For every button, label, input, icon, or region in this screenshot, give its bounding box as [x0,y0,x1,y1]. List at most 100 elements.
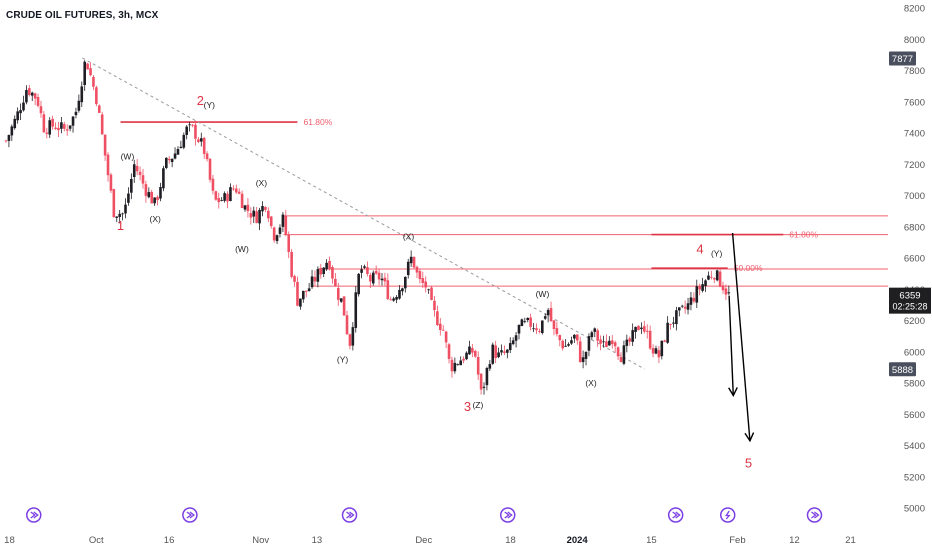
candle-body [33,93,37,99]
candle-body [74,111,78,116]
candle-body [261,206,264,212]
candle-body [450,359,454,372]
candle-body [622,345,626,364]
candle-body [258,209,261,224]
candle-body [331,266,334,279]
candle-body [121,213,124,215]
candle-body [602,341,605,343]
candle-body [374,270,378,274]
candle-body [371,272,375,284]
candle-body [485,368,489,386]
candle-body [698,286,701,290]
y-tick-label: 7400 [904,129,925,140]
wave-label-major: 1 [117,218,124,233]
wave-label-minor: (W) [536,289,550,299]
candle-body [433,300,436,311]
candle-body [255,211,258,223]
candle-body [147,192,151,198]
candle-body [97,105,101,113]
candle-body [608,340,611,346]
candle-body [194,124,197,139]
x-tick-label: Feb [729,535,745,546]
candle-body [316,269,320,282]
x-tick-label: 18 [505,535,516,546]
candle-body [360,269,363,273]
candle-body [156,196,159,201]
candle-body [60,122,63,129]
candle-body [619,356,623,363]
candle-body [208,158,212,180]
candle-body [695,286,699,303]
candle-body [581,357,585,363]
y-tick-label: 7600 [904,97,925,108]
arrow-glyph [672,511,678,519]
y-tick-label: 6200 [904,316,925,327]
candle-body [62,124,66,129]
candle-body [36,97,40,106]
candle-body [4,140,8,142]
candle-body [549,308,553,322]
candle-body [409,256,413,264]
candle-body [325,262,328,270]
candle-body [543,316,547,319]
candle-body [267,210,270,219]
candle-body [500,350,503,353]
candle-body [348,334,352,346]
candle-body [165,157,168,169]
bolt-glyph [725,510,731,520]
candle-body [366,267,369,274]
x-tick-label: 18 [4,535,15,546]
candle-body [272,227,276,241]
candle-body [436,311,439,326]
candle-body [675,310,678,325]
candle-body [692,297,696,302]
candle-body [587,336,591,351]
candle-body [520,319,524,327]
candle-body [651,348,655,354]
y-tick-label: 6800 [904,222,925,233]
y-tick-label: 8200 [904,4,925,15]
candle-body [517,324,521,334]
candle-body [205,153,209,160]
candle-body [724,288,728,295]
candle-body [715,270,719,281]
wave-label-minor: (X) [150,214,162,224]
candle-body [232,188,235,190]
candle-body [357,273,360,295]
arrow-glyph [33,511,39,519]
candle-body [115,216,119,218]
candle-body [508,343,512,351]
candle-body [669,323,672,325]
candle-body [214,191,218,200]
candle-body [386,280,390,300]
price-flag [889,51,916,66]
candle-body [16,111,19,121]
arrow-glyph [189,511,195,519]
y-tick-label: 5200 [904,472,925,483]
candle-body [523,321,527,322]
candle-body [363,266,366,268]
wave-label-minor: (Y) [337,355,349,365]
y-tick-label: 7000 [904,191,925,202]
candle-body [573,334,576,339]
candle-body [610,340,614,345]
candle-body [555,328,559,335]
y-tick-label: 8000 [904,35,925,46]
candle-body [103,134,107,156]
wave-label-minor: (X) [403,231,415,241]
candle-body [605,341,608,348]
arrow-glyph [186,511,192,519]
candle-body [185,126,189,135]
candle-body [680,305,684,307]
candle-body [42,114,46,133]
x-tick-label: 2024 [567,535,589,546]
candle-body [30,92,34,96]
candle-body [558,335,562,341]
candle-body [570,340,573,344]
candle-body [643,326,646,332]
candle-body [179,146,183,149]
candle-body [398,289,401,299]
candle-body [173,153,177,159]
